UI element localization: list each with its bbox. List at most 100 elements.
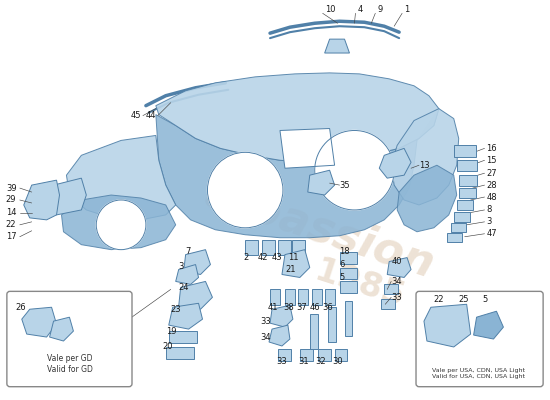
Polygon shape: [22, 307, 57, 337]
Polygon shape: [62, 195, 175, 250]
Text: 24: 24: [179, 283, 189, 292]
Polygon shape: [24, 180, 59, 220]
Text: 25: 25: [459, 295, 469, 304]
Polygon shape: [278, 240, 291, 255]
Text: 1: 1: [404, 5, 409, 14]
Polygon shape: [50, 317, 73, 341]
Polygon shape: [47, 178, 86, 215]
Polygon shape: [328, 307, 336, 342]
Text: 48: 48: [487, 192, 497, 202]
Text: Vale per USA, CDN, USA Light
Valid for USA, CDN, USA Light: Vale per USA, CDN, USA Light Valid for U…: [432, 368, 525, 379]
Text: 9: 9: [377, 5, 383, 14]
Text: 30: 30: [333, 357, 343, 366]
Text: 35: 35: [339, 181, 350, 190]
Text: Vale per GD
Valid for GD: Vale per GD Valid for GD: [47, 354, 92, 374]
Polygon shape: [451, 223, 466, 232]
Text: 11: 11: [288, 253, 299, 262]
Text: 34: 34: [260, 332, 271, 342]
Text: 13: 13: [419, 161, 430, 170]
Polygon shape: [169, 331, 196, 343]
FancyBboxPatch shape: [416, 291, 543, 387]
Polygon shape: [324, 39, 349, 53]
Polygon shape: [459, 175, 477, 186]
Polygon shape: [169, 303, 202, 329]
Polygon shape: [454, 145, 476, 157]
Polygon shape: [179, 282, 212, 309]
Text: 33: 33: [276, 357, 287, 366]
Polygon shape: [184, 250, 211, 274]
Polygon shape: [175, 264, 199, 284]
Text: 20: 20: [163, 342, 173, 352]
Polygon shape: [447, 233, 461, 242]
Text: 19: 19: [166, 326, 176, 336]
Polygon shape: [245, 240, 258, 255]
Polygon shape: [456, 160, 477, 171]
Text: 2: 2: [243, 253, 249, 262]
Text: 45: 45: [130, 111, 141, 120]
Polygon shape: [424, 304, 471, 347]
Polygon shape: [318, 349, 331, 361]
Text: 43: 43: [272, 253, 283, 262]
Text: 5: 5: [339, 273, 345, 282]
Polygon shape: [298, 289, 308, 305]
Polygon shape: [339, 282, 358, 293]
Text: 36: 36: [323, 303, 333, 312]
Text: 18: 18: [339, 247, 350, 256]
Text: 27: 27: [487, 169, 497, 178]
Text: 34: 34: [391, 277, 402, 286]
Polygon shape: [270, 289, 280, 305]
Text: 29: 29: [6, 196, 16, 204]
Text: 47: 47: [487, 229, 497, 238]
Text: 39: 39: [6, 184, 16, 192]
Polygon shape: [278, 349, 291, 361]
Polygon shape: [324, 289, 334, 305]
Polygon shape: [334, 349, 348, 361]
Polygon shape: [384, 284, 398, 294]
Text: 41: 41: [268, 303, 278, 312]
Text: 22: 22: [6, 220, 16, 229]
Text: 26: 26: [16, 303, 26, 312]
Text: 21: 21: [285, 265, 295, 274]
Text: 28: 28: [487, 181, 497, 190]
Text: 33: 33: [391, 293, 402, 302]
Text: 8: 8: [487, 206, 492, 214]
Polygon shape: [156, 73, 439, 162]
Text: 3: 3: [179, 262, 184, 271]
Text: 44: 44: [145, 111, 156, 120]
Polygon shape: [166, 347, 194, 359]
Polygon shape: [292, 240, 305, 255]
Polygon shape: [339, 252, 358, 264]
Polygon shape: [312, 289, 322, 305]
Text: 37: 37: [296, 303, 306, 312]
Text: 40: 40: [391, 257, 401, 266]
Polygon shape: [280, 128, 334, 168]
Text: 5: 5: [482, 295, 488, 304]
Text: 14: 14: [6, 208, 16, 218]
Text: 3: 3: [487, 217, 492, 226]
Polygon shape: [310, 314, 318, 349]
Polygon shape: [269, 325, 290, 346]
FancyBboxPatch shape: [7, 291, 132, 387]
Text: 46: 46: [310, 303, 321, 312]
Text: 1985: 1985: [310, 254, 409, 314]
Text: 15: 15: [487, 156, 497, 165]
Polygon shape: [156, 109, 439, 238]
Circle shape: [96, 200, 146, 250]
Text: 17: 17: [6, 232, 16, 241]
Text: 22: 22: [433, 295, 443, 304]
Polygon shape: [454, 212, 470, 222]
Text: 10: 10: [324, 5, 335, 14]
Text: 23: 23: [170, 305, 182, 314]
Polygon shape: [387, 258, 411, 278]
Polygon shape: [474, 311, 503, 339]
Text: a passion: a passion: [200, 172, 439, 287]
Polygon shape: [285, 289, 295, 305]
Polygon shape: [308, 170, 334, 195]
Polygon shape: [270, 305, 293, 327]
Text: 16: 16: [487, 144, 497, 153]
Polygon shape: [262, 240, 275, 255]
Text: 6: 6: [339, 260, 345, 269]
Polygon shape: [339, 268, 358, 280]
Text: 32: 32: [316, 357, 326, 366]
Text: 31: 31: [298, 357, 309, 366]
